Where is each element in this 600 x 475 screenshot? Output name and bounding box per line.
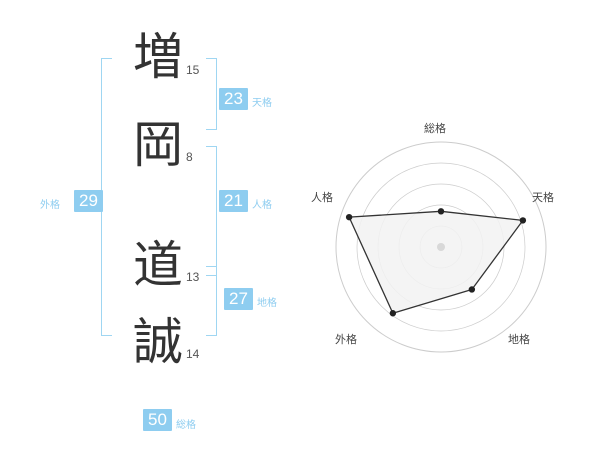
badge-soukaku-value: 50 (143, 409, 172, 431)
radar-grid-ring (335, 141, 547, 353)
badge-tenkaku-label: 天格 (252, 98, 272, 109)
radar-data-points (345, 208, 527, 317)
radar-data-area (348, 210, 524, 314)
badge-gaikaku-label: 外格 (40, 200, 60, 211)
kanji-strokes-1: 15 (186, 63, 200, 77)
kanji-char-2: 岡 (133, 116, 183, 174)
kanji-char-3: 道 (133, 236, 183, 294)
badge-jinkaku-value: 21 (219, 190, 248, 212)
badge-tenkaku-value: 23 (219, 88, 248, 110)
kanji-strokes-4: 14 (186, 347, 200, 361)
axis-label-tenkaku: 天格 (532, 191, 554, 204)
kanji-char-1: 増 (133, 28, 183, 86)
kanji-strokes-2: 8 (186, 150, 193, 164)
axis-label-chikaku: 地格 (508, 333, 530, 346)
badge-jinkaku-label: 人格 (252, 200, 272, 211)
radar-data-point (389, 310, 397, 317)
bracket-jinkaku (206, 146, 217, 276)
name-stroke-panel: 増 15 岡 8 道 13 誠 14 23 天格 21 人格 27 地格 29 … (0, 0, 300, 470)
bracket-tenkaku (206, 58, 217, 130)
radar-series-polygon (348, 210, 524, 314)
radar-chart-panel: 総格 天格 地格 外格 人格 (300, 0, 600, 470)
radar-center-dot (437, 243, 445, 251)
radar-grid-ring (356, 162, 526, 332)
radar-chart-svg (335, 141, 547, 353)
axis-label-jinkaku: 人格 (311, 191, 333, 204)
badge-soukaku-label: 総格 (176, 420, 196, 431)
badge-chikaku-value: 27 (224, 288, 253, 310)
kanji-strokes-3: 13 (186, 270, 200, 284)
radar-data-point (345, 213, 353, 221)
bracket-chikaku (206, 266, 217, 336)
badge-gaikaku-value: 29 (74, 190, 103, 212)
radar-data-point (437, 208, 445, 215)
kanji-char-4: 誠 (133, 313, 183, 371)
radar-data-point (468, 286, 476, 293)
axis-label-gaikaku: 外格 (335, 333, 357, 346)
badge-chikaku-label: 地格 (257, 298, 277, 309)
axis-label-soukaku: 総格 (424, 122, 446, 135)
radar-data-point (519, 217, 527, 224)
